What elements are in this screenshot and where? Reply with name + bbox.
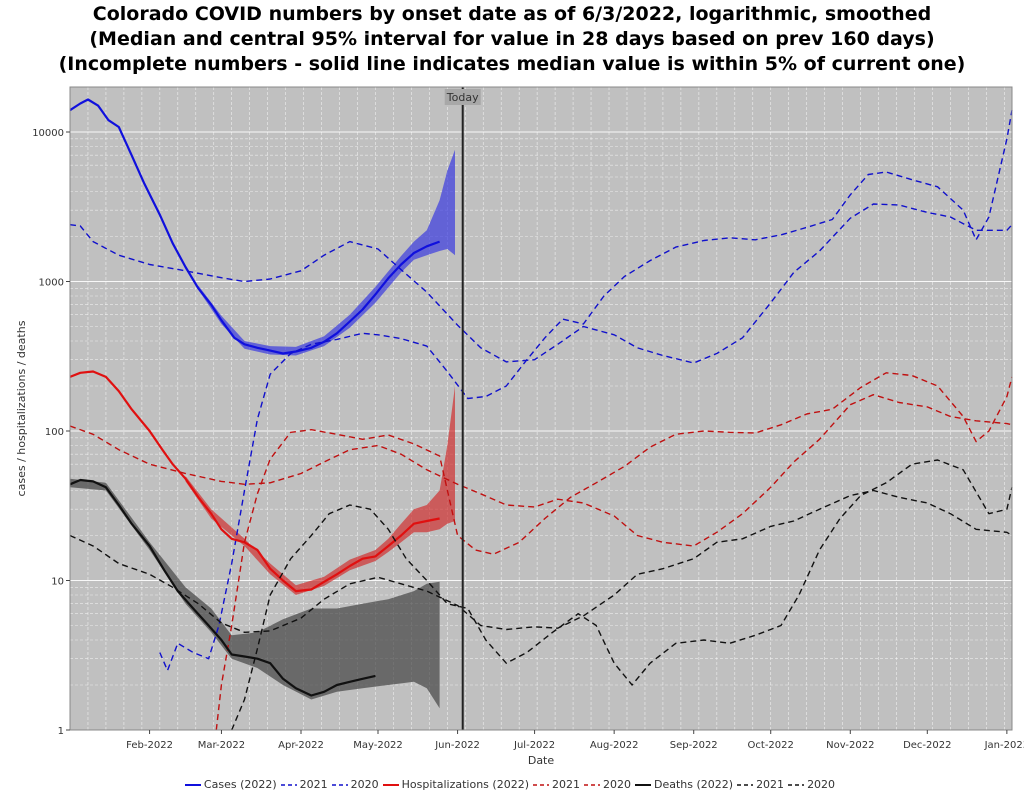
x-axis-label: Date xyxy=(528,754,555,767)
today-label: Today xyxy=(446,91,479,104)
legend-swatch xyxy=(382,783,399,786)
legend-label: 2021 xyxy=(756,778,785,791)
legend-label: 2021 xyxy=(551,778,580,791)
legend-item: 2021 xyxy=(737,778,784,791)
y-tick-label: 1000 xyxy=(39,278,64,289)
band-1 xyxy=(185,386,455,595)
x-tick-label: Feb-2022 xyxy=(126,740,173,751)
chart-legend: Cases (2022) 2021 2020 Hospitalizations (20… xyxy=(0,778,1024,791)
legend-swatch xyxy=(788,783,805,786)
legend-swatch xyxy=(634,783,651,786)
x-tick-label: Jan-2023 xyxy=(984,740,1024,751)
x-tick-label: Jun-2022 xyxy=(434,740,480,751)
x-tick-label: Oct-2022 xyxy=(748,740,794,751)
legend-item: Hospitalizations (2022) xyxy=(382,778,529,791)
legend-item: Cases (2022) xyxy=(184,778,277,791)
legend-item: 2020 xyxy=(788,778,835,791)
series-line-0 xyxy=(69,98,440,355)
chart-title-line-1: Colorado COVID numbers by onset date as … xyxy=(92,3,932,25)
legend-item: 2021 xyxy=(532,778,580,791)
legend-item: 2020 xyxy=(583,778,631,791)
legend-label: 2020 xyxy=(602,778,631,791)
y-tick-label: 10000 xyxy=(32,128,64,139)
x-tick-label: Dec-2022 xyxy=(903,740,951,751)
legend-label: Deaths (2022) xyxy=(653,778,734,791)
legend-label: Hospitalizations (2022) xyxy=(401,778,529,791)
plot-border xyxy=(69,86,1013,731)
legend-swatch xyxy=(331,783,348,786)
plot-area xyxy=(70,87,1012,730)
y-tick-label: 10 xyxy=(51,577,64,588)
series-line-6 xyxy=(69,478,376,697)
x-tick-label: Apr-2022 xyxy=(278,740,324,751)
legend-item: 2021 xyxy=(280,778,328,791)
x-tick-label: May-2022 xyxy=(353,740,403,751)
legend-swatch xyxy=(583,783,600,786)
band-2 xyxy=(70,478,440,709)
y-tick-label: 1 xyxy=(58,726,64,737)
legend-swatch xyxy=(280,783,297,786)
series-line-8 xyxy=(231,459,1013,731)
legend-swatch xyxy=(184,783,201,786)
legend-swatch xyxy=(532,783,549,786)
x-tick-label: Nov-2022 xyxy=(826,740,874,751)
series-line-7 xyxy=(69,489,1013,633)
legend-label: Cases (2022) xyxy=(203,778,277,791)
legend-item: 2020 xyxy=(331,778,379,791)
x-tick-label: Mar-2022 xyxy=(198,740,245,751)
series-line-5 xyxy=(215,372,1013,731)
legend-label: 2020 xyxy=(350,778,379,791)
x-tick-label: Aug-2022 xyxy=(590,740,639,751)
today-label-bg xyxy=(444,89,481,105)
chart-title-line-3: (Incomplete numbers - solid line indicat… xyxy=(58,53,966,75)
x-tick-label: Jul-2022 xyxy=(513,740,555,751)
chart-title-line-2: (Median and central 95% interval for val… xyxy=(89,28,935,50)
series-line-4 xyxy=(69,394,1013,547)
legend-swatch xyxy=(737,783,754,786)
y-axis-label: cases / hospitalizations / deaths xyxy=(15,320,28,496)
legend-label: 2020 xyxy=(807,778,836,791)
x-tick-label: Sep-2022 xyxy=(670,740,718,751)
legend-label: 2021 xyxy=(299,778,328,791)
series-line-2 xyxy=(159,110,1013,672)
y-tick-label: 100 xyxy=(45,427,64,438)
legend-item: Deaths (2022) xyxy=(634,778,734,791)
series-line-3 xyxy=(69,370,440,593)
